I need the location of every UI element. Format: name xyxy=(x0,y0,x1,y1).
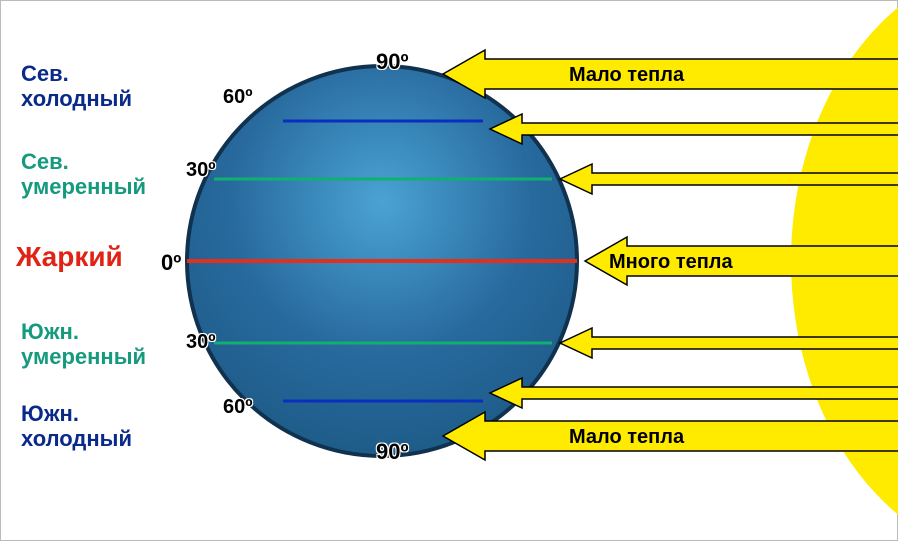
zone-label-hot: Жаркий xyxy=(16,241,123,273)
diagram-svg: Мало тепла Много тепла Мало тепла xyxy=(1,1,898,541)
latitude-label: 90º xyxy=(376,439,409,465)
latitude-label: 90º xyxy=(376,49,409,75)
diagram-stage: Мало тепла Много тепла Мало тепла Сев. холо… xyxy=(0,0,898,541)
arrow-label: Мало тепла xyxy=(569,426,685,448)
zone-label-n_temp: Сев. умеренный xyxy=(21,149,146,200)
zone-label-s_cold: Южн. холодный xyxy=(21,401,132,452)
arrow-label: Мало тепла xyxy=(569,64,685,86)
latitude-label: 30º xyxy=(186,159,216,182)
arrow-label: Много тепла xyxy=(609,251,734,273)
zone-label-n_cold: Сев. холодный xyxy=(21,61,132,112)
latitude-label: 60º xyxy=(223,396,253,419)
latitude-label: 0º xyxy=(161,250,181,276)
latitude-label: 60º xyxy=(223,86,253,109)
latitude-label: 30º xyxy=(186,331,216,354)
zone-label-s_temp: Южн. умеренный xyxy=(21,319,146,370)
